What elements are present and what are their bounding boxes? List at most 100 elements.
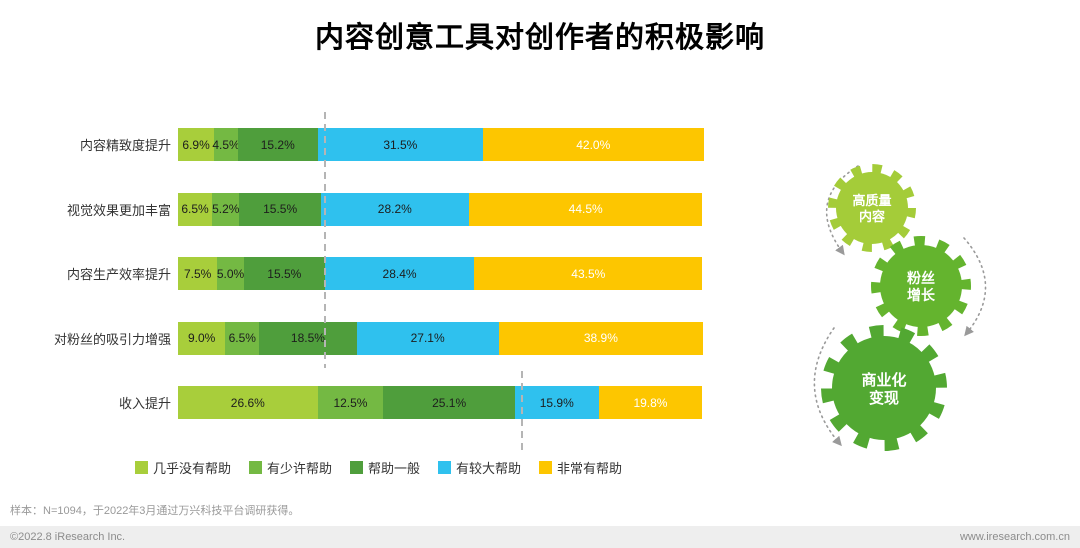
bar-segment: 43.5% bbox=[474, 257, 703, 290]
bar-segment: 6.5% bbox=[178, 192, 213, 226]
bar-row: 内容生产效率提升 7.5% 5.0% 15.5% 28.4% 43.5% bbox=[47, 257, 703, 290]
bar-track: 7.5% 5.0% 15.5% 28.4% 43.5% bbox=[178, 257, 703, 290]
bar-track: 6.5% 5.2% 15.5% 28.2% 44.5% bbox=[178, 192, 703, 226]
dotted-arrow bbox=[813, 327, 842, 447]
legend-label: 帮助一般 bbox=[367, 461, 420, 476]
legend-swatch bbox=[134, 461, 148, 474]
bar-track: 9.0% 6.5% 18.5% 27.1% 38.9% bbox=[178, 321, 703, 355]
bar-segment: 6.5% bbox=[225, 321, 260, 355]
segment-value-label: 6.9% bbox=[182, 137, 210, 152]
bar-segment: 42.0% bbox=[483, 128, 704, 161]
legend-item: 有少许帮助 bbox=[248, 458, 332, 477]
bar-segment: 5.0% bbox=[216, 257, 245, 290]
bar-segment: 15.5% bbox=[239, 192, 321, 226]
bar-segment: 26.6% bbox=[178, 386, 318, 419]
gear-label: 变现 bbox=[869, 389, 899, 407]
segment-value-label: 25.1% bbox=[432, 395, 467, 410]
category-label: 视觉效果更加丰富 bbox=[66, 202, 171, 218]
gear-label: 粉丝 bbox=[907, 270, 935, 286]
gear-teeth bbox=[871, 236, 971, 336]
gear-teeth bbox=[828, 164, 916, 252]
legend-item: 几乎没有帮助 bbox=[134, 458, 231, 477]
category-label: 内容生产效率提升 bbox=[66, 267, 171, 282]
segment-value-label: 28.4% bbox=[382, 266, 417, 281]
bar-row: 对粉丝的吸引力增强 9.0% 6.5% 18.5% 27.1% 38.9% bbox=[47, 321, 703, 355]
segment-value-label: 31.5% bbox=[383, 137, 418, 152]
segment-value-label: 5.0% bbox=[216, 266, 245, 281]
segment-value-label: 19.8% bbox=[633, 395, 668, 410]
segment-value-label: 43.5% bbox=[571, 266, 606, 281]
category-label: 收入提升 bbox=[118, 396, 171, 411]
bar-segment: 6.9% bbox=[178, 128, 215, 161]
gear-label: 内容 bbox=[859, 209, 885, 224]
bar-segment: 5.2% bbox=[212, 192, 240, 226]
legend-swatch bbox=[438, 461, 451, 474]
segment-value-label: 5.2% bbox=[212, 202, 240, 216]
segment-value-label: 44.5% bbox=[568, 202, 603, 216]
bar-segment: 25.1% bbox=[383, 386, 516, 419]
bar-row: 内容精致度提升 6.9% 4.5% 15.2% 31.5% 42.0% bbox=[47, 128, 704, 161]
bar-track: 26.6% 12.5% 25.1% 15.9% 19.8% bbox=[178, 386, 703, 419]
footnote: 样本：N=1094，于2022年3月通过万兴科技平台调研获得。 bbox=[10, 505, 300, 517]
bar-segment: 19.8% bbox=[598, 386, 703, 419]
legend-swatch bbox=[349, 461, 363, 474]
segment-value-label: 18.5% bbox=[290, 331, 325, 345]
segment-value-label: 15.9% bbox=[539, 395, 574, 410]
bar-row: 收入提升 26.6% 12.5% 25.1% 15.9% 19.8% bbox=[47, 386, 703, 419]
bar-segment: 28.4% bbox=[325, 257, 475, 290]
legend-item: 有较大帮助 bbox=[438, 458, 521, 477]
segment-value-label: 15.2% bbox=[260, 137, 295, 152]
dashed-reference-line bbox=[521, 371, 524, 452]
dotted-arrow bbox=[963, 237, 987, 337]
bar-segment: 31.5% bbox=[317, 128, 484, 161]
legend-label: 有较大帮助 bbox=[456, 461, 522, 476]
category-label: 对粉丝的吸引力增强 bbox=[53, 331, 171, 347]
bar-segment: 4.5% bbox=[212, 128, 240, 161]
segment-value-label: 12.5% bbox=[333, 395, 368, 410]
legend-label: 几乎没有帮助 bbox=[152, 461, 231, 476]
chart-legend: 几乎没有帮助 有少许帮助 帮助一般 有较大帮助 非常有帮助 bbox=[47, 458, 710, 477]
dotted-arrow bbox=[825, 165, 859, 256]
page-title: 内容创意工具对创作者的积极影响 bbox=[314, 22, 765, 54]
segment-value-label: 6.5% bbox=[181, 202, 209, 216]
gear-label: 增长 bbox=[907, 287, 936, 303]
bar-segment: 18.5% bbox=[259, 321, 357, 355]
category-label: 内容精致度提升 bbox=[79, 138, 171, 153]
footer-copyright: ©2022.8 iResearch Inc. bbox=[10, 531, 126, 543]
dashed-reference-line bbox=[323, 112, 326, 368]
bar-segment: 15.2% bbox=[237, 128, 318, 161]
bar-segment: 28.2% bbox=[320, 192, 469, 226]
gear-body bbox=[832, 336, 936, 440]
segment-value-label: 6.5% bbox=[228, 331, 256, 345]
bar-segment: 15.9% bbox=[515, 386, 599, 419]
gear-label: 商业化 bbox=[861, 371, 906, 389]
bar-track: 6.9% 4.5% 15.2% 31.5% 42.0% bbox=[178, 128, 704, 161]
legend-item: 非常有帮助 bbox=[539, 458, 622, 477]
segment-value-label: 38.9% bbox=[583, 331, 618, 345]
bar-row: 视觉效果更加丰富 6.5% 5.2% 15.5% 28.2% 44.5% bbox=[47, 192, 703, 226]
legend-label: 非常有帮助 bbox=[557, 461, 623, 476]
legend-swatch bbox=[539, 461, 553, 474]
segment-value-label: 27.1% bbox=[410, 331, 445, 345]
segment-value-label: 15.5% bbox=[263, 202, 298, 216]
bar-segment: 27.1% bbox=[356, 321, 499, 355]
footer-bar: ©2022.8 iResearch Inc. www.iresearch.com… bbox=[0, 526, 1080, 548]
bar-segment: 7.5% bbox=[178, 257, 218, 290]
legend-swatch bbox=[248, 461, 262, 474]
segment-value-label: 7.5% bbox=[184, 266, 212, 281]
legend-label: 有少许帮助 bbox=[266, 461, 332, 476]
legend-item: 帮助一般 bbox=[349, 458, 420, 477]
segment-value-label: 26.6% bbox=[230, 395, 265, 410]
segment-value-label: 4.5% bbox=[212, 137, 240, 152]
bar-segment: 9.0% bbox=[178, 321, 226, 355]
segment-value-label: 42.0% bbox=[576, 137, 611, 152]
bar-segment: 38.9% bbox=[498, 321, 703, 355]
gear-body bbox=[836, 172, 908, 244]
bar-segment: 44.5% bbox=[468, 192, 703, 226]
gear-body bbox=[880, 245, 962, 327]
footer-url[interactable]: www.iresearch.com.cn bbox=[959, 531, 1070, 543]
